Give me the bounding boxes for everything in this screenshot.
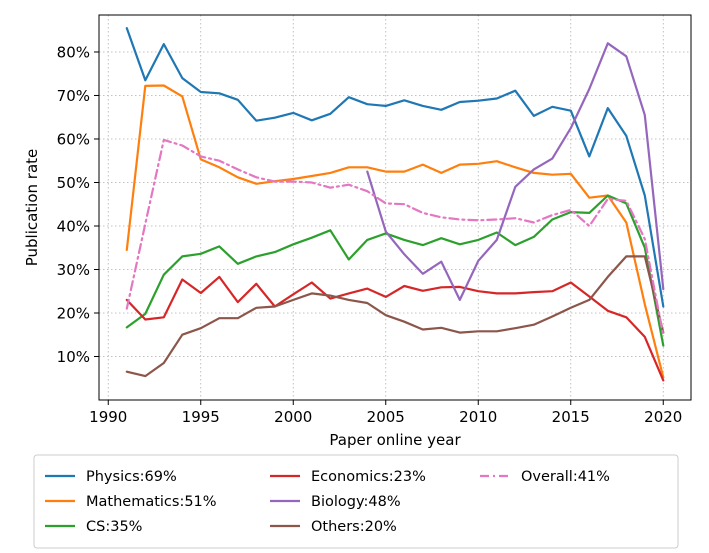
y-tick-label: 80% bbox=[57, 43, 90, 61]
series-line-6 bbox=[125, 138, 665, 337]
y-tick-label: 30% bbox=[57, 261, 90, 279]
y-axis-label: Publication rate bbox=[23, 149, 41, 267]
series-lines bbox=[125, 27, 665, 382]
legend-label: Overall:41% bbox=[521, 469, 610, 485]
x-axis-ticks: 1990 1995 2000 2005 2010 2015 2020 bbox=[89, 400, 682, 426]
y-tick-label: 40% bbox=[57, 217, 90, 235]
legend-label: Biology:48% bbox=[311, 494, 401, 510]
legend-box bbox=[33, 454, 679, 549]
series-line-0 bbox=[125, 27, 665, 308]
y-tick-label: 50% bbox=[57, 174, 90, 192]
x-tick-label: 2015 bbox=[552, 408, 590, 426]
x-axis-label: Paper online year bbox=[329, 431, 461, 449]
series-line-2 bbox=[125, 194, 665, 347]
x-tick-label: 1990 bbox=[89, 408, 127, 426]
series-line-4 bbox=[366, 42, 665, 301]
series-line-3 bbox=[125, 275, 665, 382]
legend: Physics:69% Mathematics:51% CS:35% Economic… bbox=[33, 454, 679, 549]
x-tick-label: 2020 bbox=[644, 408, 682, 426]
legend-label: Physics:69% bbox=[86, 469, 177, 485]
x-tick-label: 2005 bbox=[367, 408, 405, 426]
x-tick-label: 2010 bbox=[459, 408, 497, 426]
grid bbox=[99, 15, 691, 400]
y-tick-label: 60% bbox=[57, 130, 90, 148]
legend-label: CS:35% bbox=[86, 519, 142, 535]
y-tick-label: 20% bbox=[57, 304, 90, 322]
y-tick-label: 70% bbox=[57, 87, 90, 105]
legend-label: Others:20% bbox=[311, 519, 397, 535]
plot-frame bbox=[98, 14, 692, 401]
x-tick-label: 2000 bbox=[274, 408, 312, 426]
x-tick-label: 1995 bbox=[182, 408, 220, 426]
series-line-5 bbox=[125, 255, 665, 378]
y-axis-ticks: 10% 20% 30% 40% 50% 60% 70% 80% bbox=[57, 43, 99, 366]
legend-label: Mathematics:51% bbox=[86, 494, 217, 510]
y-tick-label: 10% bbox=[57, 348, 90, 366]
series-line-1 bbox=[125, 84, 665, 379]
legend-label: Economics:23% bbox=[311, 469, 426, 485]
